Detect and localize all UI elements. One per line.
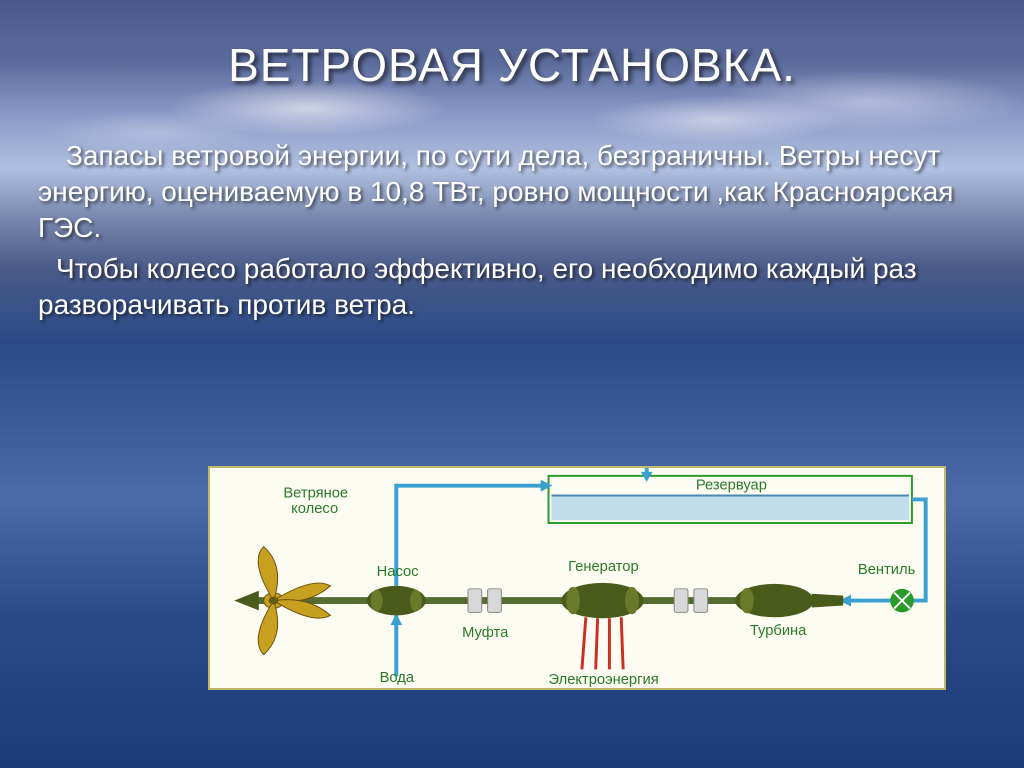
coupling-label: Муфта	[462, 625, 509, 641]
paragraph-2: Чтобы колесо работало эффективно, его не…	[38, 251, 986, 323]
slide-body: Запасы ветровой энергии, по сути дела, б…	[38, 138, 986, 323]
pump-label: Насос	[377, 564, 419, 580]
pump-icon	[367, 586, 426, 615]
arrow-into-reservoir-left	[541, 480, 553, 492]
generator-icon	[561, 583, 644, 618]
pipe-up	[396, 486, 548, 586]
arrow-reservoir-in	[641, 472, 653, 482]
wind-wheel-label-1: Ветряное	[283, 485, 348, 501]
paragraph-1: Запасы ветровой энергии, по сути дела, б…	[38, 138, 986, 245]
turbine-icon	[735, 584, 843, 617]
elec-line-4	[621, 617, 623, 669]
generator-label: Генератор	[568, 559, 638, 575]
valve-icon	[890, 589, 914, 613]
diagram-svg: Резервуар Вода	[210, 468, 944, 688]
electricity-label: Электроэнергия	[549, 672, 659, 688]
slide: ВЕТРОВАЯ УСТАНОВКА. Запасы ветровой энер…	[0, 0, 1024, 768]
slide-title: ВЕТРОВАЯ УСТАНОВКА.	[0, 38, 1024, 92]
wind-wheel-label-2: колесо	[291, 501, 338, 517]
turbine-label: Турбина	[750, 623, 807, 639]
reservoir-water	[551, 496, 909, 521]
wind-system-diagram: Резервуар Вода	[208, 466, 946, 690]
elec-line-2	[596, 618, 598, 669]
reservoir-label: Резервуар	[696, 478, 767, 494]
elec-line-1	[582, 617, 586, 669]
water-label: Вода	[380, 670, 415, 686]
valve-label: Вентиль	[858, 562, 916, 578]
